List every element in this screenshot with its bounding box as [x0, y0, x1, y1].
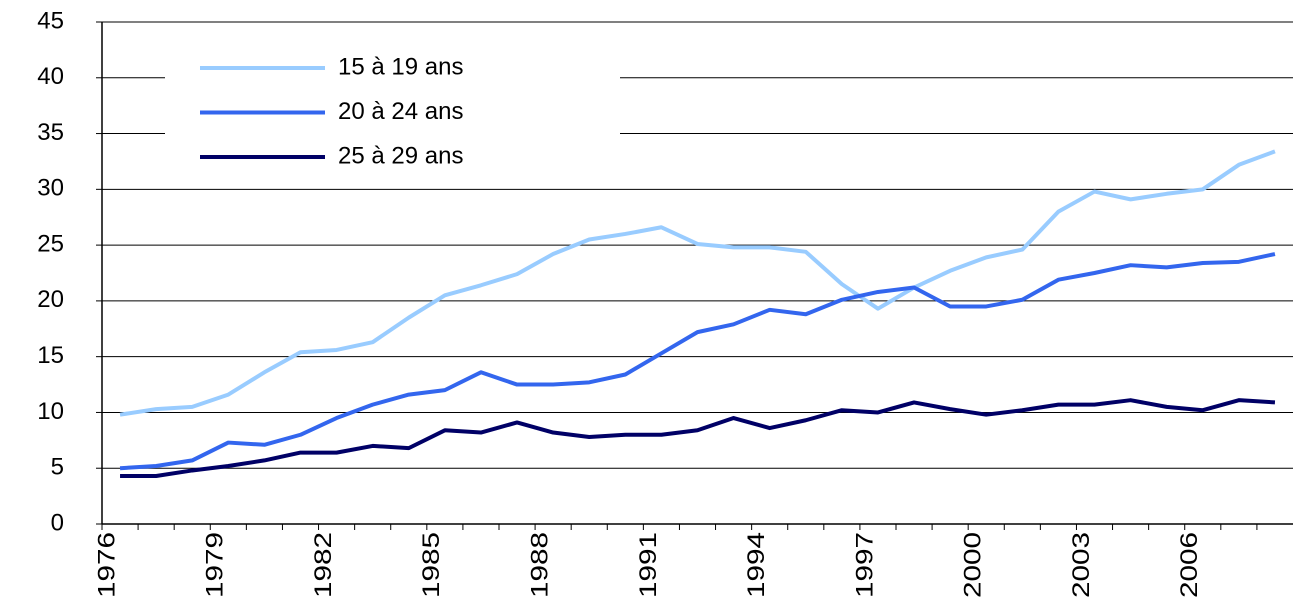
- x-tick-label: 1982: [310, 532, 337, 598]
- y-tick-label: 45: [37, 7, 64, 34]
- y-tick-label: 30: [37, 175, 64, 202]
- x-tick-label: 2000: [960, 532, 987, 598]
- y-tick-label: 25: [37, 230, 64, 257]
- line-series: [119, 252, 1276, 471]
- y-tick-label: 20: [37, 286, 64, 313]
- y-tick-label: 0: [51, 509, 64, 536]
- x-tick-label: 2003: [1068, 532, 1095, 598]
- y-tick-label: 40: [37, 63, 64, 90]
- line-series: [119, 149, 1276, 417]
- legend-label: 25 à 29 ans: [338, 142, 463, 169]
- y-tick-label: 35: [37, 119, 64, 146]
- x-tick-label: 2006: [1176, 532, 1203, 598]
- y-tick-label: 5: [51, 454, 64, 481]
- x-tick-label: 1994: [743, 532, 770, 598]
- y-tick-label: 10: [37, 398, 64, 425]
- x-tick-label: 1988: [526, 532, 553, 598]
- x-tick-label: 1991: [635, 532, 662, 598]
- x-tick-label: 1976: [93, 532, 120, 598]
- line-series: [120, 398, 1276, 479]
- y-tick-label: 15: [37, 342, 64, 369]
- x-tick-label: 1979: [202, 532, 229, 598]
- x-tick-label: 1997: [851, 532, 878, 598]
- x-tick-label: 1985: [418, 532, 445, 598]
- legend-label: 15 à 19 ans: [338, 53, 463, 80]
- legend-label: 20 à 24 ans: [338, 98, 463, 125]
